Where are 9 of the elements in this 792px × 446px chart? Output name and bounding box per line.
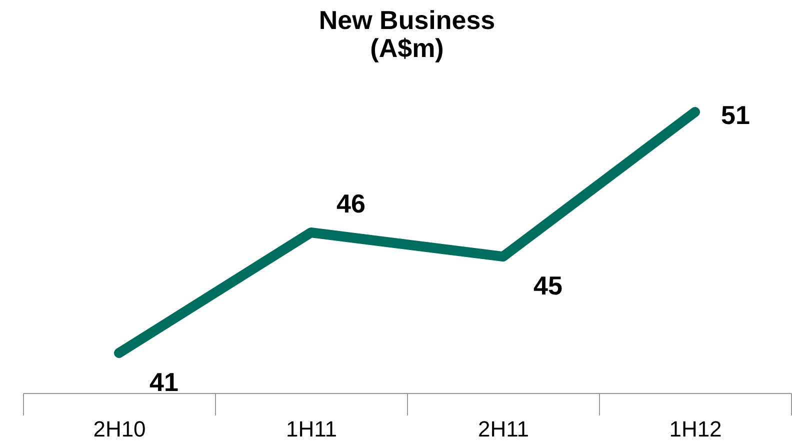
x-tick-label: 2H10 xyxy=(93,416,146,442)
data-label: 46 xyxy=(336,188,366,218)
chart-title: New Business (A$m) xyxy=(318,5,496,63)
data-label: 41 xyxy=(150,367,178,397)
data-label: 45 xyxy=(534,270,562,301)
x-tick-label: 2H11 xyxy=(478,416,529,442)
data-label: 51 xyxy=(721,100,750,130)
x-tick-label: 1H12 xyxy=(669,416,722,442)
x-tick-label: 1H11 xyxy=(286,416,337,442)
